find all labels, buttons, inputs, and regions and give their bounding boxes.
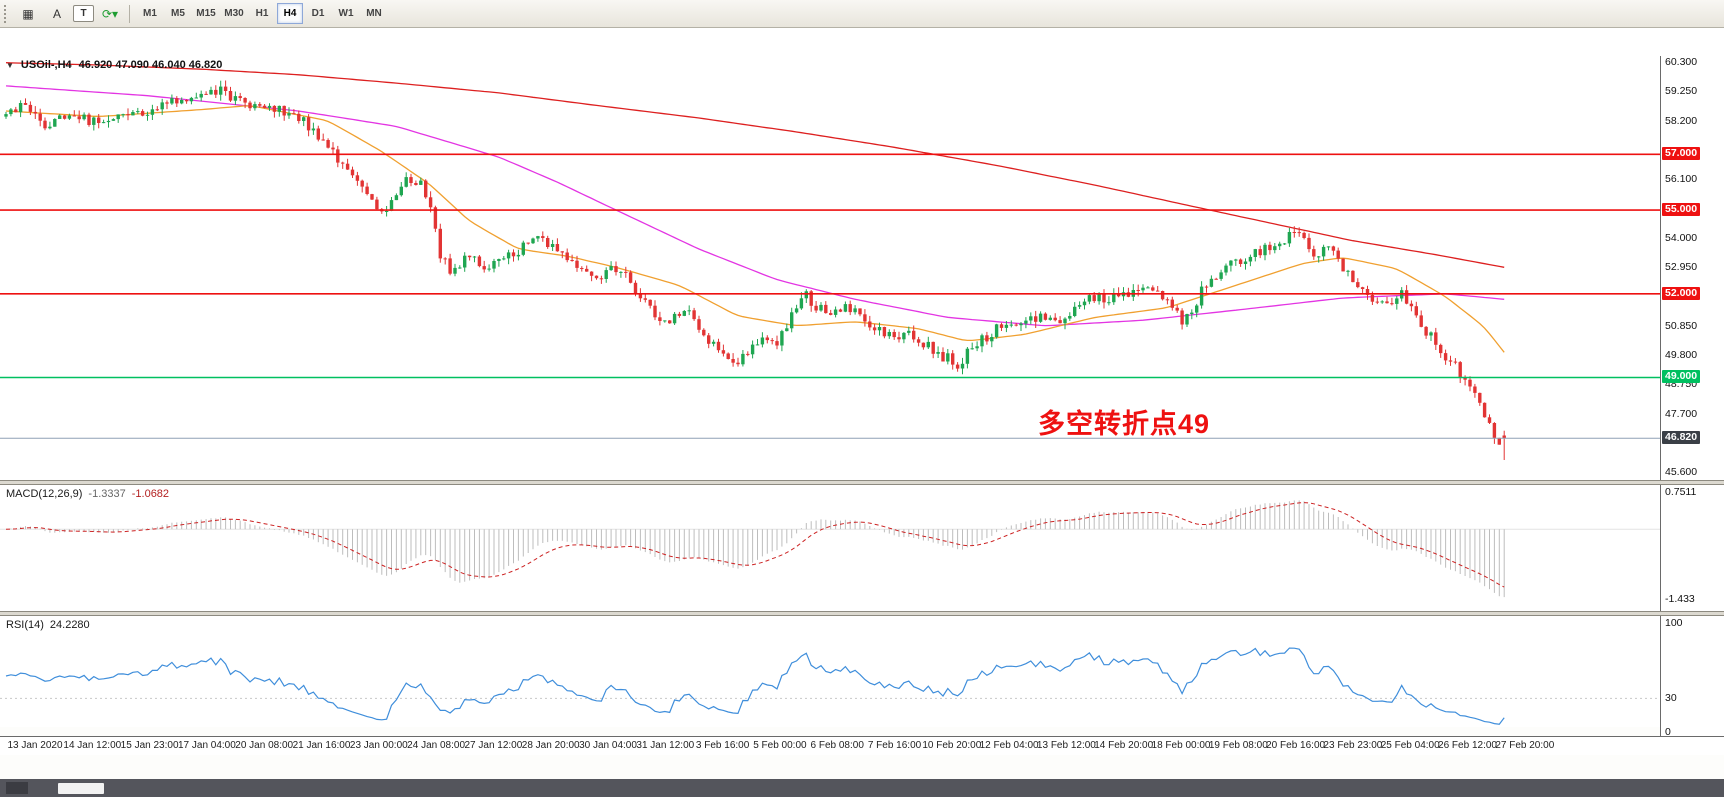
rsi-label: RSI(14) 24.2280	[6, 619, 90, 631]
text-tool-button[interactable]: A	[52, 6, 61, 21]
time-axis-label: 14 Feb 20:00	[1094, 740, 1154, 751]
candlestick-chart[interactable]	[0, 56, 1660, 480]
time-axis-label: 26 Feb 12:00	[1438, 740, 1497, 751]
price-axis-tick: 47.700	[1665, 407, 1698, 420]
time-axis-label: 13 Jan 2020	[7, 740, 63, 751]
time-axis-label: 30 Jan 04:00	[579, 740, 637, 751]
macd-indicator-chart[interactable]	[0, 485, 1660, 611]
hline-price-flag: 55.000	[1662, 203, 1701, 217]
time-axis-label: 15 Jan 23:00	[120, 740, 179, 751]
timeframe-button-w1[interactable]: W1	[338, 8, 354, 19]
time-axis-label: 23 Feb 23:00	[1323, 740, 1383, 751]
time-axis-label: 6 Feb 08:00	[810, 740, 864, 751]
ohlc-values: 46.920 47.090 46.040 46.820	[78, 59, 223, 71]
macd-label: MACD(12,26,9) -1.3337 -1.0682	[6, 488, 169, 500]
timeframe-button-m30[interactable]: M30	[224, 8, 244, 19]
price-axis-tick: 52.950	[1665, 261, 1698, 274]
price-axis-tick: 49.800	[1665, 349, 1698, 362]
rsi-indicator-chart[interactable]	[0, 616, 1660, 736]
time-axis-label: 18 Feb 00:00	[1151, 740, 1211, 751]
refresh-cycle-button[interactable]: ⟳▾	[101, 6, 119, 21]
time-axis-label: 7 Feb 16:00	[867, 740, 922, 751]
rsi-scale-label: 30	[1665, 692, 1677, 705]
time-axis-label: 12 Feb 04:00	[979, 740, 1039, 751]
time-axis[interactable]: 13 Jan 2020 14 Jan 12:00 15 Jan 23:00 17 Ja…	[0, 736, 1724, 755]
toolbar-separator	[129, 4, 130, 23]
timeframe-button-d1[interactable]: D1	[311, 8, 325, 19]
timeframe-button-m15[interactable]: M15	[196, 8, 216, 19]
timeframe-group: M1 M5 M15 M30 H1 H4 D1 W1 MN	[136, 3, 388, 24]
time-axis-label: 24 Jan 08:00	[407, 740, 466, 751]
macd-panel[interactable]: MACD(12,26,9) -1.3337 -1.0682	[0, 485, 1660, 611]
macd-scale-bottom: -1.433	[1665, 593, 1695, 605]
time-axis-label: 3 Feb 16:00	[695, 740, 750, 751]
timeframe-button-m1[interactable]: M1	[143, 8, 157, 19]
chart-title: ▼ USOil-,H4 46.920 47.090 46.040 46.820	[6, 59, 222, 71]
rsi-scale-label: 0	[1665, 726, 1671, 738]
time-axis-label: 25 Feb 04:00	[1380, 740, 1440, 751]
time-axis-label: 27 Jan 12:00	[464, 740, 523, 751]
timeframe-button-m5[interactable]: M5	[171, 8, 185, 19]
time-axis-label: 28 Jan 20:00	[521, 740, 580, 751]
hline-price-flag: 57.000	[1662, 147, 1701, 161]
rsi-panel[interactable]: RSI(14) 24.2280	[0, 616, 1660, 736]
main-price-chart[interactable]: ▼ USOil-,H4 46.920 47.090 46.040 46.820 …	[0, 56, 1660, 480]
hline-price-flag: 52.000	[1662, 286, 1701, 300]
timeframe-button-h1[interactable]: H1	[255, 8, 269, 19]
taskbar-item[interactable]	[58, 782, 104, 794]
panel-splitter[interactable]	[0, 611, 1724, 616]
macd-title: MACD(12,26,9)	[6, 488, 83, 500]
price-axis-tick: 45.600	[1665, 466, 1698, 479]
price-axis-tick: 59.250	[1665, 85, 1698, 98]
chart-annotation-text: 多空转折点49	[1038, 409, 1211, 439]
toolbar-drag-handle[interactable]	[4, 4, 10, 23]
chart-menu-arrow-icon[interactable]: ▼	[6, 60, 14, 70]
timeframe-button-mn[interactable]: MN	[366, 8, 382, 19]
time-axis-label: 27 Feb 20:00	[1495, 740, 1555, 751]
time-axis-label: 31 Jan 12:00	[636, 740, 695, 751]
toolbar-icon-group: ▦ A T ⟳▾	[15, 3, 123, 25]
macd-signal-value: -1.0682	[131, 488, 170, 500]
time-axis-label: 5 Feb 00:00	[753, 740, 807, 751]
price-axis-tick: 54.000	[1665, 231, 1698, 244]
rsi-scale-label: 100	[1665, 617, 1683, 629]
current-price-flag: 46.820	[1662, 431, 1701, 445]
macd-scale-top: 0.7511	[1665, 486, 1697, 498]
price-axis-tick: 58.200	[1665, 114, 1698, 127]
time-axis-label: 14 Jan 12:00	[63, 740, 122, 751]
time-axis-label: 23 Jan 00:00	[349, 740, 408, 751]
rsi-title: RSI(14)	[6, 619, 44, 631]
time-axis-label: 10 Feb 20:00	[922, 740, 982, 751]
price-axis-tick: 50.850	[1665, 319, 1698, 332]
macd-main-value: -1.3337	[88, 488, 126, 500]
toolbar: ▦ A T ⟳▾ M1 M5 M15 M30 H1 H4 D1 W1 MN	[0, 0, 1724, 28]
time-axis-label: 20 Feb 16:00	[1266, 740, 1326, 751]
timeframe-button-h4[interactable]: H4	[277, 3, 303, 24]
chart-properties-icon[interactable]: ▦	[22, 6, 34, 21]
time-axis-label: 21 Jan 16:00	[292, 740, 351, 751]
time-axis-label: 17 Jan 04:00	[177, 740, 236, 751]
taskbar	[0, 779, 1724, 797]
price-axis-tick: 56.100	[1665, 173, 1698, 186]
taskbar-start-button[interactable]	[6, 782, 28, 794]
time-axis-label: 13 Feb 12:00	[1036, 740, 1096, 751]
price-axis-tick: 60.300	[1665, 56, 1698, 69]
chart-window: ▼ USOil-,H4 46.920 47.090 46.040 46.820 …	[0, 28, 1724, 755]
hline-price-flag: 49.000	[1662, 370, 1701, 384]
time-axis-label: 20 Jan 08:00	[235, 740, 294, 751]
symbol-period-label: USOil-,H4	[20, 59, 72, 71]
time-axis-label: 19 Feb 08:00	[1208, 740, 1268, 751]
template-tool-button[interactable]: T	[73, 5, 94, 22]
rsi-value: 24.2280	[49, 619, 90, 631]
price-axis[interactable]: 60.300 59.250 58.200 56.100 54.000 52.950 50.8…	[1660, 56, 1724, 738]
panel-splitter[interactable]	[0, 480, 1724, 485]
